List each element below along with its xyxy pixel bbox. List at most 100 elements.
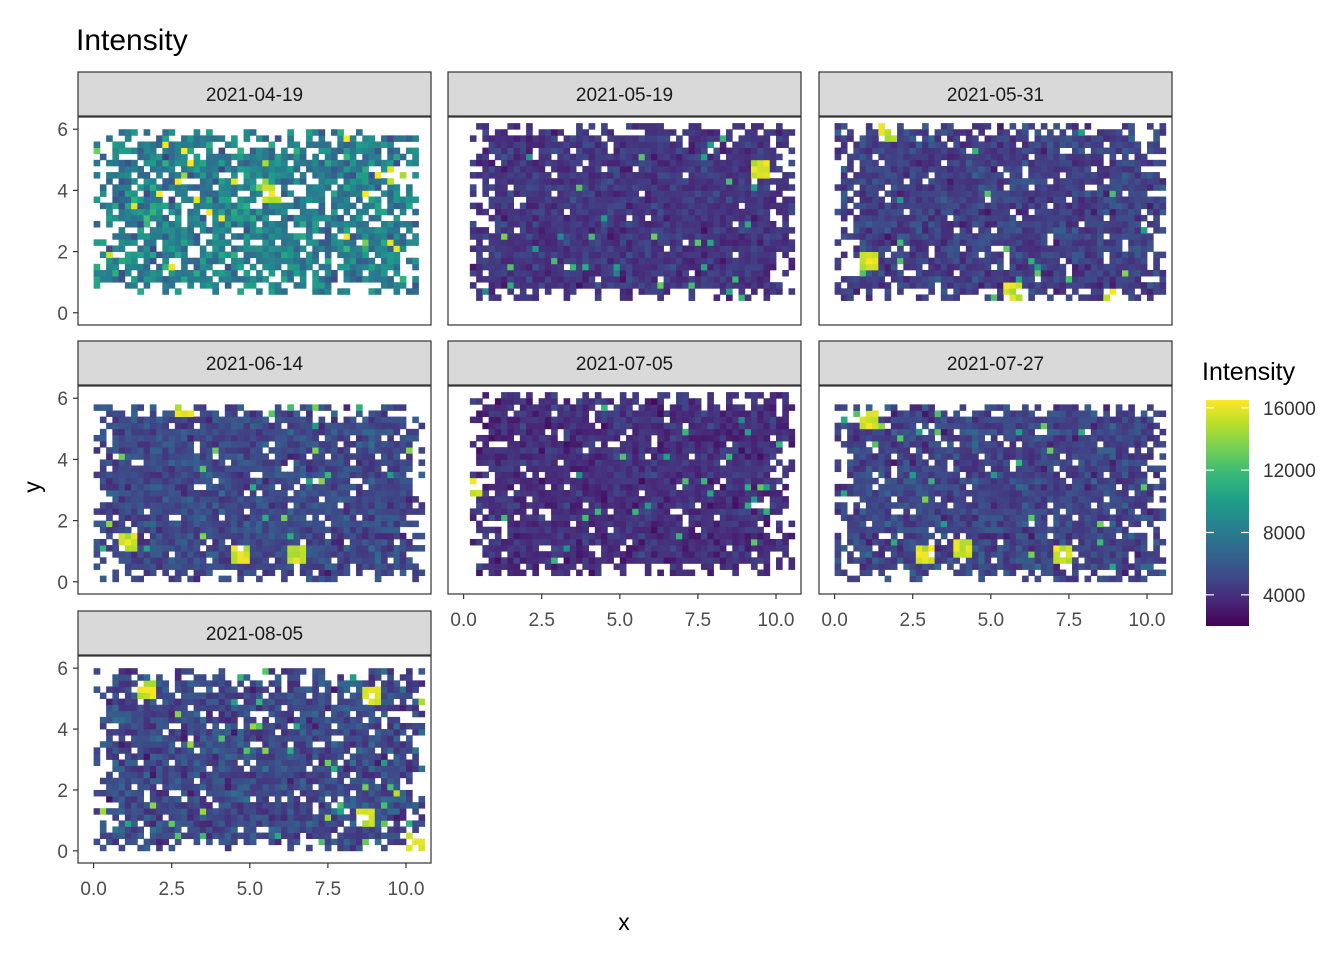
heatmap-cell — [1103, 227, 1110, 234]
heatmap-cell — [381, 190, 388, 197]
heatmap-cell — [294, 154, 301, 161]
heatmap-cell — [972, 288, 979, 295]
heatmap-cell — [745, 178, 752, 185]
heatmap-cell — [1122, 178, 1129, 185]
heatmap-cell — [891, 252, 898, 259]
heatmap-cell — [187, 496, 194, 503]
heatmap-cell — [369, 197, 376, 204]
heatmap-cell — [1141, 270, 1148, 277]
heatmap-cell — [181, 410, 188, 417]
heatmap-cell — [1097, 203, 1104, 210]
heatmap-cell — [356, 508, 363, 515]
heatmap-cell — [406, 478, 413, 485]
heatmap-cell — [375, 423, 382, 430]
heatmap-cell — [244, 545, 251, 552]
heatmap-cell — [670, 258, 677, 265]
heatmap-cell — [720, 160, 727, 167]
heatmap-cell — [551, 178, 558, 185]
heatmap-cell — [953, 135, 960, 142]
heatmap-cell — [626, 294, 633, 301]
heatmap-cell — [947, 239, 954, 246]
heatmap-cell — [162, 557, 169, 564]
heatmap-cell — [400, 502, 407, 509]
heatmap-cell — [545, 227, 552, 234]
heatmap-cell — [144, 514, 151, 521]
heatmap-cell — [350, 178, 357, 185]
heatmap-cell — [732, 197, 739, 204]
heatmap-cell — [885, 233, 892, 240]
heatmap-cell — [394, 227, 401, 234]
heatmap-cell — [495, 203, 502, 210]
heatmap-cell — [287, 533, 294, 540]
heatmap-cell — [94, 141, 101, 148]
heatmap-cell — [294, 447, 301, 454]
heatmap-cell — [287, 447, 294, 454]
heatmap-cell — [1072, 215, 1079, 222]
heatmap-cell — [112, 496, 119, 503]
heatmap-cell — [495, 197, 502, 204]
heatmap-cell — [131, 441, 138, 448]
heatmap-cell — [935, 135, 942, 142]
heatmap-cell — [866, 148, 873, 155]
heatmap-cell — [194, 203, 201, 210]
heatmap-cell — [225, 521, 232, 528]
heatmap-cell — [387, 466, 394, 473]
heatmap-cell — [489, 197, 496, 204]
heatmap-cell — [582, 239, 589, 246]
heatmap-cell — [576, 129, 583, 136]
heatmap-cell — [156, 215, 163, 222]
heatmap-cell — [175, 209, 182, 216]
heatmap-cell — [212, 233, 219, 240]
heatmap-cell — [119, 478, 126, 485]
heatmap-cell — [595, 178, 602, 185]
heatmap-cell — [125, 270, 132, 277]
heatmap-cell — [764, 190, 771, 197]
heatmap-cell — [991, 197, 998, 204]
heatmap-cell — [112, 545, 119, 552]
heatmap-cell — [1047, 135, 1054, 142]
heatmap-cell — [997, 184, 1004, 191]
heatmap-cell — [231, 441, 238, 448]
heatmap-cell — [350, 172, 357, 179]
heatmap-cell — [194, 533, 201, 540]
heatmap-cell — [175, 435, 182, 442]
heatmap-cell — [387, 239, 394, 246]
heatmap-cell — [106, 490, 113, 497]
heatmap-cell — [557, 239, 564, 246]
heatmap-cell — [953, 215, 960, 222]
heatmap-cell — [344, 508, 351, 515]
heatmap-cell — [144, 245, 151, 252]
heatmap-cell — [897, 160, 904, 167]
heatmap-cell — [539, 129, 546, 136]
heatmap-cell — [212, 435, 219, 442]
heatmap-cell — [947, 209, 954, 216]
heatmap-cell — [789, 172, 796, 179]
heatmap-cell — [714, 178, 721, 185]
heatmap-cell — [1060, 160, 1067, 167]
heatmap-cell — [985, 215, 992, 222]
heatmap-cell — [206, 417, 213, 424]
heatmap-cell — [1085, 282, 1092, 289]
heatmap-cell — [897, 252, 904, 259]
heatmap-cell — [557, 227, 564, 234]
heatmap-cell — [156, 466, 163, 473]
heatmap-cell — [1110, 148, 1117, 155]
heatmap-cell — [514, 502, 521, 509]
heatmap-cell — [495, 459, 502, 466]
heatmap-cell — [175, 154, 182, 161]
heatmap-cell — [156, 563, 163, 570]
heatmap-cell — [782, 197, 789, 204]
heatmap-cell — [910, 160, 917, 167]
heatmap-cell — [689, 288, 696, 295]
heatmap-cell — [1053, 172, 1060, 179]
heatmap-cell — [607, 190, 614, 197]
heatmap-cell — [1135, 154, 1142, 161]
heatmap-cell — [225, 282, 232, 289]
heatmap-cell — [501, 539, 508, 546]
heatmap-cell — [237, 514, 244, 521]
heatmap-cell — [514, 215, 521, 222]
heatmap-cell — [175, 410, 182, 417]
heatmap-cell — [872, 141, 879, 148]
heatmap-cell — [394, 472, 401, 479]
heatmap-cell — [1141, 239, 1148, 246]
